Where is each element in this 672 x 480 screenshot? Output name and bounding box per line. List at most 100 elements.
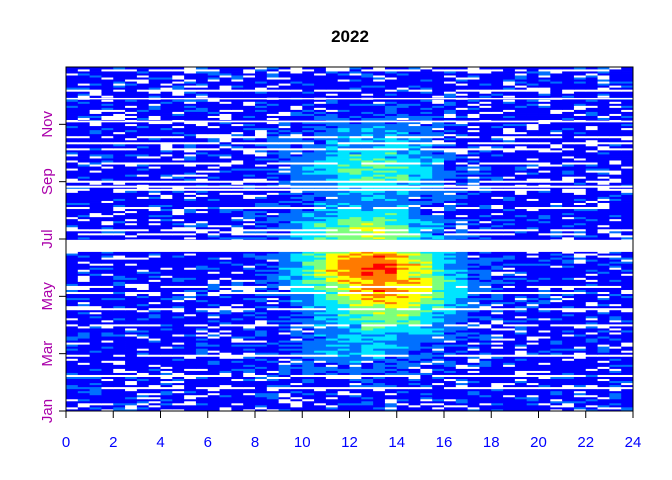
heatmap-cell xyxy=(77,273,91,276)
heatmap-cell xyxy=(195,295,209,299)
heatmap-cell xyxy=(148,275,161,278)
heatmap-cell xyxy=(491,323,504,327)
heatmap-cell xyxy=(455,321,469,325)
heatmap-cell xyxy=(526,358,539,361)
heatmap-cell xyxy=(207,305,220,309)
heatmap-cell xyxy=(373,228,386,232)
heatmap-cell xyxy=(609,388,622,392)
heatmap-cell xyxy=(172,206,185,210)
heatmap-cell xyxy=(148,277,161,280)
heatmap-cell xyxy=(255,317,268,321)
heatmap-cell xyxy=(255,261,268,264)
heatmap-cell xyxy=(432,388,445,392)
heatmap-cell xyxy=(609,398,622,402)
heatmap-cell xyxy=(396,336,409,339)
heatmap-cell xyxy=(66,230,79,234)
heatmap-cell xyxy=(455,271,469,274)
heatmap-cell xyxy=(207,340,220,343)
heatmap-cell xyxy=(77,206,91,210)
heatmap-cell xyxy=(408,230,421,234)
heatmap-cell xyxy=(455,400,469,404)
heatmap-cell xyxy=(89,212,102,216)
heatmap-cell xyxy=(66,208,79,212)
heatmap-cell xyxy=(538,384,551,388)
heatmap-cell xyxy=(337,263,350,266)
heatmap-cell xyxy=(408,406,421,410)
heatmap-cell xyxy=(609,289,622,293)
heatmap-cell xyxy=(113,404,126,408)
heatmap-cell xyxy=(444,263,457,266)
heatmap-cell xyxy=(514,321,528,325)
heatmap-cell xyxy=(432,348,445,351)
heatmap-cell xyxy=(148,228,161,232)
heatmap-cell xyxy=(455,222,469,226)
heatmap-cell xyxy=(420,362,433,365)
heatmap-cell xyxy=(396,291,409,295)
heatmap-cell xyxy=(77,396,91,400)
heatmap-cell xyxy=(66,315,79,319)
heatmap-cell xyxy=(384,334,398,337)
heatmap-cell xyxy=(550,315,563,319)
heatmap-cell xyxy=(467,251,480,254)
heatmap-cell xyxy=(491,293,504,297)
heatmap-cell xyxy=(479,370,492,373)
heatmap-cell xyxy=(337,356,350,359)
heatmap-cell xyxy=(361,356,374,359)
heatmap-cell xyxy=(396,208,409,212)
heatmap-cell xyxy=(160,210,173,214)
heatmap-cell xyxy=(373,396,386,400)
heatmap-cell xyxy=(467,283,480,286)
heatmap-cell xyxy=(467,376,480,380)
heatmap-cell xyxy=(455,297,469,301)
heatmap-cell xyxy=(467,315,480,319)
heatmap-cell xyxy=(325,271,339,274)
heatmap-cell xyxy=(66,319,79,323)
heatmap-cell xyxy=(290,356,303,359)
heatmap-cell xyxy=(491,368,504,371)
heatmap-cell xyxy=(136,346,150,349)
heatmap-cell xyxy=(396,372,409,375)
heatmap-cell xyxy=(101,218,114,222)
heatmap-cell xyxy=(314,360,327,363)
heatmap-cell xyxy=(384,394,398,398)
heatmap-cell xyxy=(302,356,315,359)
heatmap-cell xyxy=(396,216,409,220)
heatmap-cell xyxy=(597,378,610,382)
heatmap-cell xyxy=(444,352,457,355)
heatmap-cell xyxy=(609,346,622,349)
heatmap-cell xyxy=(597,204,610,208)
heatmap-cell xyxy=(373,222,386,226)
heatmap-cell xyxy=(314,232,327,236)
heatmap-cell xyxy=(266,323,280,327)
heatmap-cell xyxy=(136,216,150,220)
heatmap-cell xyxy=(255,210,268,214)
heatmap-cell xyxy=(609,255,622,258)
heatmap-cell xyxy=(290,263,303,266)
heatmap-cell xyxy=(266,332,280,335)
heatmap-cell xyxy=(562,220,575,224)
heatmap-cell xyxy=(337,267,350,270)
heatmap-cell xyxy=(325,332,339,335)
heatmap-cell xyxy=(101,257,114,260)
heatmap-cell xyxy=(266,261,280,264)
heatmap-cell xyxy=(290,275,303,278)
heatmap-cell xyxy=(573,261,587,264)
heatmap-cell xyxy=(609,295,622,299)
heatmap-cell xyxy=(125,386,138,390)
heatmap-cell xyxy=(77,285,91,288)
heatmap-cell xyxy=(455,228,469,232)
heatmap-cell xyxy=(420,206,433,210)
heatmap-cell xyxy=(349,291,362,295)
heatmap-cell xyxy=(538,273,551,276)
heatmap-cell xyxy=(337,368,350,371)
heatmap-cell xyxy=(255,285,268,288)
heatmap-cell xyxy=(514,376,528,380)
heatmap-cell xyxy=(77,392,91,396)
heatmap-cell xyxy=(125,253,138,256)
heatmap-cell xyxy=(266,222,280,226)
heatmap-cell xyxy=(432,236,445,240)
heatmap-cell xyxy=(526,356,539,359)
heatmap-cell xyxy=(514,236,528,240)
heatmap-cell xyxy=(266,406,280,410)
heatmap-cell xyxy=(266,372,280,375)
